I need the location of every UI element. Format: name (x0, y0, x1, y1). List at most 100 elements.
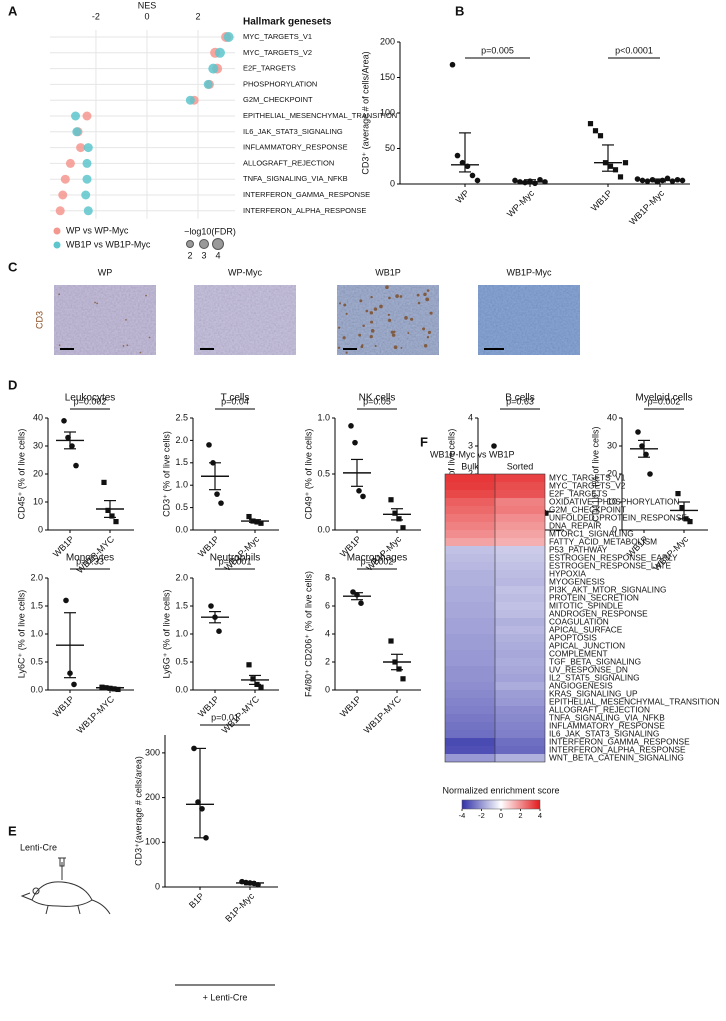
point (622, 160, 629, 166)
stain-dot (122, 345, 125, 347)
point (185, 95, 195, 105)
y-tick-label: 20 (33, 468, 43, 478)
stain-dot (429, 311, 433, 315)
colorbar-tick-label: 4 (538, 811, 542, 820)
y-tick-label: 200 (145, 792, 160, 802)
image-label: WP (98, 267, 113, 277)
point (491, 443, 497, 449)
point (352, 439, 358, 446)
y-axis-title: CD3⁺ (average # of cells/Area) (360, 51, 370, 174)
heatmap-cell (445, 658, 495, 666)
legend-label: WB1P vs WB1P-Myc (66, 239, 151, 249)
heatmap-cell (445, 546, 495, 554)
y-tick-label: 0 (155, 881, 160, 891)
point (537, 176, 543, 183)
point (115, 686, 121, 693)
row-label: EPITHELIAL_MESENCHYMAL_TRANSITION (549, 697, 720, 707)
heatmap-cell (445, 498, 495, 506)
stain-dot (126, 344, 129, 347)
row-label: COAGULATION (549, 617, 609, 627)
row-label: IL2_STAT5_SIGNALING (549, 673, 640, 683)
heatmap-cell (495, 706, 545, 714)
heatmap-cell (445, 626, 495, 634)
texture (194, 285, 296, 355)
y-tick-label: 30 (33, 440, 43, 450)
point (522, 179, 528, 186)
heatmap-cell (445, 474, 495, 482)
texture (337, 285, 439, 355)
heatmap-cell (495, 658, 545, 666)
colorbar (461, 799, 541, 810)
y-tick-label: 40 (33, 412, 43, 422)
point (60, 174, 70, 184)
row-label: WNT_BETA_CATENIN_SIGNALING (549, 753, 684, 763)
x-tick-label: WB1P-MYC (362, 694, 404, 736)
stain-dot (338, 326, 341, 329)
texture (478, 285, 580, 355)
point (246, 513, 252, 520)
stain-dot (410, 317, 414, 321)
y-axis-title: CD45⁺ (% of live cells) (16, 429, 26, 520)
point (360, 493, 366, 500)
chart-title: B cells (505, 393, 534, 404)
heatmap-cell (445, 562, 495, 570)
row-label: INTERFERON_GAMMA_RESPONSE (243, 190, 370, 199)
chart-title: Monocytes (66, 553, 114, 564)
panel-label: D (8, 377, 17, 392)
y-tick-label: 2.0 (175, 435, 188, 445)
heatmap-cell (495, 562, 545, 570)
y-axis-title: CD3⁺ (% of live cells) (161, 431, 171, 517)
point (612, 167, 619, 173)
point (216, 628, 222, 634)
x-tick-label: WB1P-Myc (627, 188, 666, 227)
stain-dot (370, 329, 375, 333)
panel-label: E (8, 823, 17, 838)
x-tick-label: WB1P (338, 694, 363, 719)
heatmap-cell (445, 722, 495, 730)
row-label: INTERFERON_ALPHA_RESPONSE (243, 206, 366, 215)
y-axis-title: CD49⁺ (% of live cells) (303, 429, 313, 520)
x-tick-label: WP-Myc (505, 188, 536, 219)
x-tick-label: -2 (92, 11, 100, 21)
row-label: TNFA_SIGNALING_VIA_NFKB (243, 174, 348, 183)
heatmap-cell (445, 730, 495, 738)
row-label: TGF_BETA_SIGNALING (549, 657, 641, 667)
heatmap-cell (495, 602, 545, 610)
panel-label: B (455, 3, 464, 18)
stain-dot (342, 336, 346, 340)
size-legend-label: 3 (201, 250, 206, 260)
heatmap-cell (495, 586, 545, 594)
lenti-label: Lenti-Cre (20, 842, 57, 852)
row-label: MYC_TARGETS_V2 (549, 481, 626, 491)
stain-dot (362, 324, 365, 327)
panel-label: C (8, 259, 18, 274)
p-value: p=0.002 (361, 556, 394, 566)
heatmap-cell (495, 682, 545, 690)
p-value: p=0.04 (221, 396, 249, 406)
point (474, 177, 481, 184)
y-tick-label: 2 (468, 468, 473, 478)
row-label: HYPOXIA (549, 569, 586, 579)
point (258, 684, 264, 690)
point (396, 666, 402, 672)
point (687, 519, 693, 525)
point (396, 516, 402, 522)
p-value: p=0.33 (76, 556, 104, 566)
point (203, 79, 213, 89)
point (348, 423, 354, 429)
point (63, 597, 69, 604)
stain-dot (125, 318, 127, 321)
stain-dot (374, 345, 377, 348)
chart-title: Leukocytes (65, 393, 116, 404)
point (592, 128, 599, 134)
row-label: KRAS_SIGNALING_UP (549, 689, 638, 699)
row-label: ESTROGEN_RESPONSE_LATE (549, 561, 671, 571)
row-label: E2F_TARGETS (549, 489, 608, 499)
heatmap-cell (445, 538, 495, 546)
heatmap-cell (495, 650, 545, 658)
chart-title: Myeloid cells (635, 393, 692, 404)
colorbar-tick-label: -4 (459, 811, 466, 820)
heatmap-cell (445, 586, 495, 594)
point (454, 152, 461, 159)
